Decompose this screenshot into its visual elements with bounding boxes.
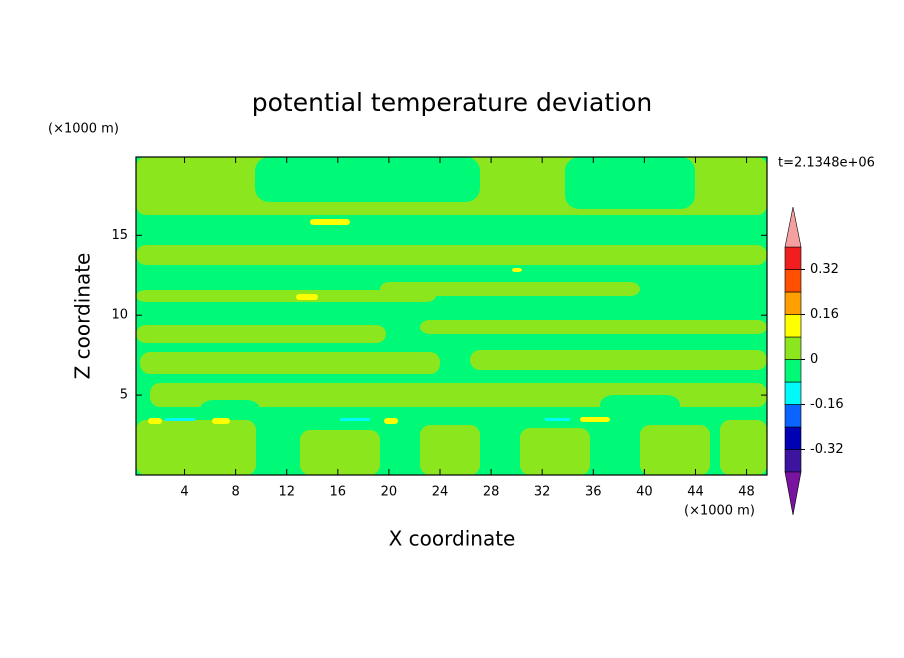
contour-fill <box>136 245 767 265</box>
contour-fill <box>600 395 680 415</box>
contour-fill <box>212 418 230 424</box>
y-tick-label: 5 <box>120 388 128 403</box>
colorbar-under <box>784 471 802 516</box>
x-tick-label: 12 <box>278 485 295 500</box>
colorbar-over <box>784 206 802 248</box>
x-tick-label: 20 <box>381 485 398 500</box>
contour-fill <box>310 219 350 225</box>
x-tick-label: 44 <box>687 485 704 500</box>
contour-fill <box>340 418 370 421</box>
chart-title: potential temperature deviation <box>252 88 652 117</box>
colorbar-swatch <box>784 449 802 473</box>
contour-fill <box>255 157 480 202</box>
y-tick-label: 10 <box>111 308 128 323</box>
x-tick-label: 28 <box>483 485 500 500</box>
x-axis-label: X coordinate <box>389 527 516 551</box>
y-tick-label: 15 <box>111 228 128 243</box>
contour-fill <box>384 418 398 424</box>
plot-frame <box>135 156 768 476</box>
colorbar-swatch <box>784 291 802 315</box>
contour-fill <box>165 418 195 421</box>
contour-fill <box>545 418 570 421</box>
contour-fill <box>300 430 380 475</box>
colorbar-swatch <box>784 426 802 450</box>
colorbar-swatch <box>784 246 802 270</box>
contour-fill <box>520 428 590 475</box>
colorbar-label: 0.16 <box>810 307 839 322</box>
colorbar-swatch <box>784 314 802 338</box>
x-tick-label: 24 <box>432 485 449 500</box>
y-axis-label: Z coordinate <box>71 253 95 380</box>
contour-fill <box>148 418 162 424</box>
x-tick-label: 40 <box>636 485 653 500</box>
contour-fill <box>200 400 260 418</box>
contour-fill <box>470 350 767 370</box>
x-tick-label: 16 <box>330 485 347 500</box>
x-unit: (×1000 m) <box>684 504 755 519</box>
contour-fill <box>640 425 710 475</box>
colorbar-label: -0.32 <box>810 442 844 457</box>
contour-fill <box>720 420 767 475</box>
contour-fill <box>296 294 318 300</box>
contour-fill <box>380 282 640 296</box>
contour-fill <box>136 325 386 343</box>
x-tick-label: 4 <box>180 485 188 500</box>
x-tick-label: 8 <box>231 485 239 500</box>
colorbar-swatch <box>784 269 802 293</box>
x-tick-label: 32 <box>534 485 551 500</box>
colorbar-swatch <box>784 381 802 405</box>
x-tick-label: 36 <box>585 485 602 500</box>
contour-fill <box>420 425 480 475</box>
colorbar-label: 0.32 <box>810 262 839 277</box>
contour-fill <box>512 268 522 272</box>
contour-fill <box>580 417 610 422</box>
colorbar-swatch <box>784 336 802 360</box>
contour-fill <box>136 420 256 475</box>
colorbar-label: 0 <box>810 352 818 367</box>
contour-fill <box>140 352 440 374</box>
colorbar-swatch <box>784 404 802 428</box>
contour-fill <box>565 157 695 209</box>
contour-fill <box>136 290 436 302</box>
time-annotation: t=2.1348e+06 <box>778 156 875 171</box>
colorbar-label: -0.16 <box>810 397 844 412</box>
colorbar-swatch <box>784 359 802 383</box>
x-tick-label: 48 <box>738 485 755 500</box>
y-unit: (×1000 m) <box>48 122 119 137</box>
contour-fill <box>420 320 767 334</box>
